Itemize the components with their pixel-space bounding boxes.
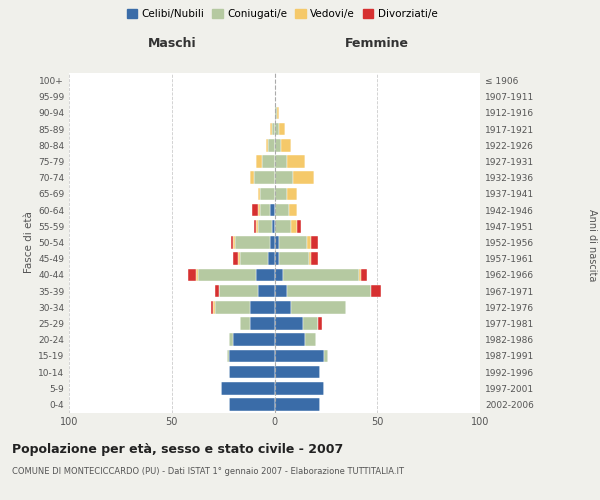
Bar xyxy=(303,317,317,330)
Bar xyxy=(275,106,277,120)
Bar xyxy=(256,220,258,232)
Bar xyxy=(359,268,361,281)
Bar xyxy=(275,301,291,314)
Bar xyxy=(283,268,359,281)
Bar xyxy=(232,236,233,249)
Bar xyxy=(275,285,287,298)
Bar xyxy=(215,285,219,298)
Bar xyxy=(275,188,287,200)
Bar xyxy=(277,106,278,120)
Bar xyxy=(260,188,275,200)
Bar xyxy=(266,139,268,151)
Bar xyxy=(310,252,311,265)
Text: Anni di nascita: Anni di nascita xyxy=(587,209,597,281)
Bar xyxy=(287,285,371,298)
Bar xyxy=(268,139,275,151)
Text: COMUNE DI MONTECICCARDO (PU) - Dati ISTAT 1° gennaio 2007 - Elaborazione TUTTITA: COMUNE DI MONTECICCARDO (PU) - Dati ISTA… xyxy=(12,468,404,476)
Bar xyxy=(271,123,272,136)
Bar xyxy=(256,268,275,281)
Bar xyxy=(293,172,314,184)
Bar xyxy=(213,301,215,314)
Bar xyxy=(287,155,305,168)
Bar xyxy=(258,204,260,216)
Bar xyxy=(258,285,275,298)
Text: Femmine: Femmine xyxy=(345,37,409,50)
Bar xyxy=(258,220,272,232)
Bar xyxy=(281,139,291,151)
Bar xyxy=(258,188,260,200)
Bar xyxy=(271,236,275,249)
Bar xyxy=(307,236,311,249)
Bar xyxy=(233,236,235,249)
Bar xyxy=(196,268,199,281)
Bar xyxy=(287,188,297,200)
Bar xyxy=(271,204,275,216)
Bar xyxy=(291,301,346,314)
Bar xyxy=(272,220,275,232)
Bar xyxy=(275,172,293,184)
Bar xyxy=(275,123,278,136)
Bar xyxy=(371,285,382,298)
Bar xyxy=(291,220,297,232)
Bar xyxy=(256,155,262,168)
Bar xyxy=(238,252,239,265)
Bar xyxy=(275,398,320,410)
Text: Popolazione per età, sesso e stato civile - 2007: Popolazione per età, sesso e stato civil… xyxy=(12,442,343,456)
Bar xyxy=(227,350,229,362)
Bar xyxy=(324,350,328,362)
Text: Maschi: Maschi xyxy=(148,37,196,50)
Bar xyxy=(254,220,256,232)
Bar xyxy=(278,252,310,265)
Bar xyxy=(311,252,317,265)
Bar xyxy=(297,220,301,232)
Y-axis label: Fasce di età: Fasce di età xyxy=(24,212,34,274)
Bar xyxy=(275,139,281,151)
Bar xyxy=(219,285,258,298)
Bar xyxy=(199,268,256,281)
Bar xyxy=(250,301,275,314)
Bar xyxy=(272,123,275,136)
Bar xyxy=(215,301,250,314)
Bar xyxy=(278,123,285,136)
Bar xyxy=(260,204,271,216)
Bar xyxy=(317,317,322,330)
Bar xyxy=(252,204,258,216)
Bar xyxy=(289,204,297,216)
Bar xyxy=(262,155,275,168)
Bar xyxy=(268,252,275,265)
Bar xyxy=(275,334,305,346)
Bar xyxy=(250,172,254,184)
Bar xyxy=(254,172,275,184)
Bar xyxy=(275,317,303,330)
Bar xyxy=(229,366,275,378)
Bar xyxy=(233,252,238,265)
Bar xyxy=(250,317,275,330)
Bar xyxy=(229,350,275,362)
Bar xyxy=(188,268,196,281)
Bar xyxy=(239,317,250,330)
Bar xyxy=(211,301,213,314)
Bar xyxy=(361,268,367,281)
Bar xyxy=(311,236,317,249)
Bar xyxy=(229,398,275,410)
Bar xyxy=(275,350,324,362)
Bar xyxy=(275,382,324,394)
Bar xyxy=(275,236,278,249)
Bar xyxy=(239,252,268,265)
Bar xyxy=(229,334,233,346)
Bar xyxy=(275,155,287,168)
Bar xyxy=(275,204,289,216)
Bar xyxy=(275,366,320,378)
Bar xyxy=(221,382,275,394)
Bar xyxy=(305,334,316,346)
Bar xyxy=(275,220,291,232)
Bar xyxy=(235,236,271,249)
Bar xyxy=(233,334,275,346)
Bar xyxy=(278,236,307,249)
Bar xyxy=(275,268,283,281)
Bar xyxy=(275,252,278,265)
Legend: Celibi/Nubili, Coniugati/e, Vedovi/e, Divorziati/e: Celibi/Nubili, Coniugati/e, Vedovi/e, Di… xyxy=(122,5,442,24)
